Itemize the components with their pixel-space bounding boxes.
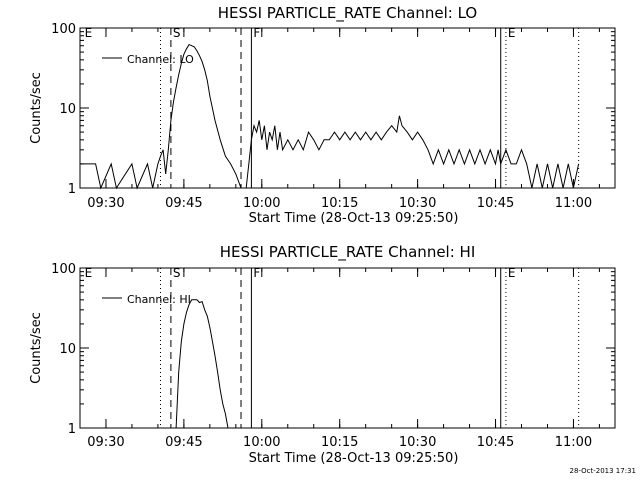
x-tick-label: 09:45 [165,196,202,211]
y-tick-label: 10 [59,342,76,357]
x-axis-label: Start Time (28-Oct-13 09:25:50) [249,451,459,466]
x-tick-label: 10:15 [321,196,358,211]
x-tick-label: 10:30 [399,196,436,211]
event-marker-label: E [508,26,516,40]
x-tick-label: 10:30 [399,435,436,450]
y-tick-label: 1 [68,422,76,437]
x-tick-label: 10:45 [477,435,514,450]
x-tick-label: 09:30 [87,435,124,450]
series-line [175,299,229,429]
x-tick-label: 10:00 [243,435,280,450]
event-marker-label: F [253,26,260,40]
chart-title: HESSI PARTICLE_RATE Channel: HI [220,243,476,262]
y-axis-label: Counts/sec [29,72,44,144]
event-marker-label: E [85,266,93,280]
event-marker-label: E [508,266,516,280]
legend-label: Channel: HI [127,293,191,306]
event-marker-label: S [173,26,181,40]
legend-label: Channel: LO [127,53,194,66]
event-marker-label: S [173,266,181,280]
event-marker-label: F [253,266,260,280]
y-tick-label: 100 [51,22,76,37]
x-tick-label: 10:00 [243,196,280,211]
series-line [80,43,580,190]
y-tick-label: 100 [51,262,76,277]
x-tick-label: 10:15 [321,435,358,450]
x-tick-label: 10:45 [477,196,514,211]
x-tick-label: 09:45 [165,435,202,450]
chart-title: HESSI PARTICLE_RATE Channel: LO [218,4,477,23]
y-tick-label: 1 [68,182,76,197]
y-axis-label: Counts/sec [29,312,44,384]
event-marker-label: E [85,26,93,40]
x-tick-label: 09:30 [87,196,124,211]
x-axis-label: Start Time (28-Oct-13 09:25:50) [249,211,459,226]
timestamp-label: 28-Oct-2013 17:31 [569,467,636,475]
x-tick-label: 11:00 [555,196,592,211]
x-tick-label: 11:00 [555,435,592,450]
y-tick-label: 10 [59,102,76,117]
